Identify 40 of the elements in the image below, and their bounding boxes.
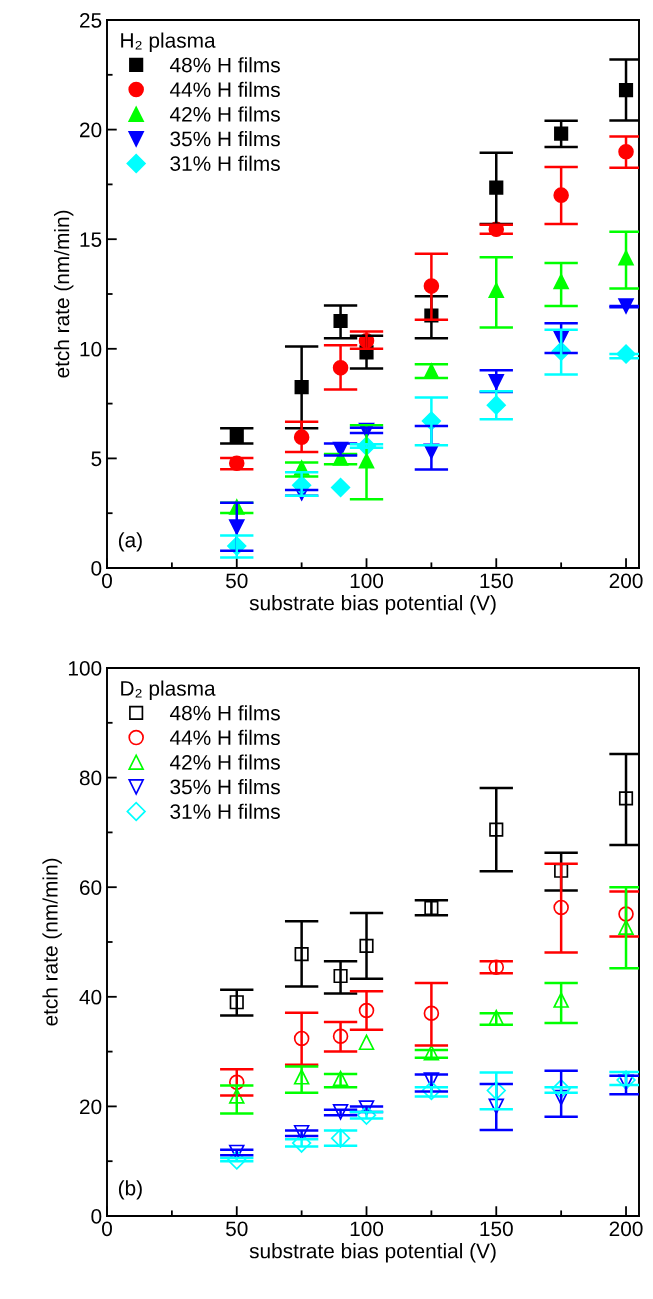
annotation: (b): [118, 1180, 142, 1200]
y-tick-label: 20: [80, 1099, 102, 1115]
x-tick-label: 50: [226, 1221, 248, 1237]
x-axis-title: substrate bias potential (V): [249, 595, 496, 615]
x-axis-title: substrate bias potential (V): [249, 1243, 496, 1263]
x-tick-label: 100: [350, 1221, 384, 1237]
legend-label: 48% H films: [169, 705, 280, 721]
y-tick-label: 20: [80, 122, 102, 138]
y-tick-label: 10: [80, 341, 102, 357]
y-tick-label: 25: [80, 13, 102, 28]
legend-label: 42% H films: [169, 106, 280, 122]
legend-label: 35% H films: [170, 779, 280, 795]
x-tick-label: 50: [226, 573, 248, 589]
legend-label: 44% H films: [169, 81, 280, 98]
legend-label: 42% H films: [169, 754, 280, 770]
legend-title: H₂ plasma: [121, 32, 216, 52]
y-tick-label: 0: [91, 561, 102, 576]
y-tick-label: 100: [68, 661, 102, 676]
legend-label: 48% H films: [169, 57, 280, 73]
y-axis-title: etch rate (nm/min): [53, 210, 74, 378]
x-tick-label: 200: [609, 573, 643, 589]
y-tick-label: 80: [79, 770, 102, 786]
x-tick-label: 200: [609, 1221, 643, 1237]
y-tick-label: 15: [80, 232, 102, 247]
y-tick-label: 5: [91, 451, 102, 467]
x-tick-label: 100: [350, 573, 384, 589]
annotation: (a): [118, 532, 142, 552]
legend-title: D₂ plasma: [121, 680, 216, 700]
x-tick-label: 150: [480, 1221, 513, 1237]
legend-label: 35% H films: [170, 131, 280, 147]
legend-label: 31% H films: [170, 155, 280, 171]
legend-label: 31% H films: [170, 803, 280, 819]
x-tick-label: 150: [480, 573, 513, 589]
y-tick-label: 60: [80, 880, 102, 895]
y-tick-label: 0: [91, 1209, 102, 1224]
x-tick-label: 0: [102, 1221, 112, 1237]
y-tick-label: 40: [79, 989, 102, 1005]
x-tick-label: 0: [102, 573, 112, 589]
y-axis-title: etch rate (nm/min): [42, 858, 62, 1026]
legend-label: 44% H films: [169, 729, 280, 746]
